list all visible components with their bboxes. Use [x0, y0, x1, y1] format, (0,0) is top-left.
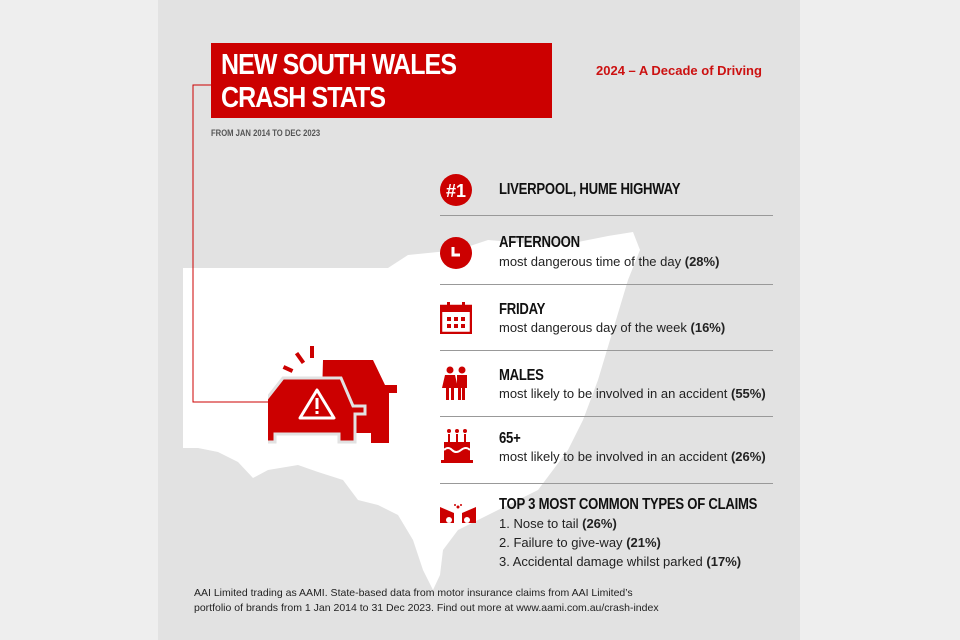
stat-desc-day: most dangerous day of the week (16%) — [499, 320, 726, 335]
page-title: NEW SOUTH WALES CRASH STATS — [211, 43, 552, 118]
footer-line-2: portfolio of brands from 1 Jan 2014 to 3… — [194, 602, 659, 614]
car-crash-warning-icon — [268, 346, 397, 444]
footer-line-1: AAI Limited trading as AAMI. State-based… — [194, 587, 633, 599]
claim-item: 2. Failure to give-way (21%) — [499, 535, 661, 550]
stat-desc-gender: most likely to be involved in an acciden… — [499, 386, 766, 401]
claim-item: 3. Accidental damage whilst parked (17%) — [499, 554, 742, 569]
divider — [440, 215, 773, 216]
divider — [440, 284, 773, 285]
claims-title: TOP 3 MOST COMMON TYPES OF CLAIMS — [499, 496, 758, 513]
stat-title-age: 65+ — [499, 430, 521, 447]
title-line-2: CRASH STATS — [221, 82, 386, 114]
svg-text:#1: #1 — [446, 181, 466, 201]
stat-desc-age: most likely to be involved in an acciden… — [499, 449, 766, 464]
date-range: FROM JAN 2014 TO DEC 2023 — [211, 128, 321, 138]
tagline: 2024 – A Decade of Driving — [596, 63, 762, 78]
stat-desc-time: most dangerous time of the day (28%) — [499, 254, 720, 269]
clock-icon — [440, 237, 472, 269]
claim-item: 1. Nose to tail (26%) — [499, 516, 617, 531]
stat-title-time: AFTERNOON — [499, 234, 580, 251]
title-line-1: NEW SOUTH WALES — [221, 49, 457, 81]
calendar-icon — [440, 302, 472, 334]
male-female-icon — [442, 366, 467, 400]
stat-title-gender: MALES — [499, 367, 544, 384]
divider — [440, 416, 773, 417]
divider — [440, 483, 773, 484]
car-collision-icon — [440, 504, 476, 523]
number-one-icon: #1 — [440, 174, 472, 206]
nsw-map-shape — [183, 232, 640, 590]
divider — [440, 350, 773, 351]
stat-title-day: FRIDAY — [499, 301, 546, 318]
stat-title-location: LIVERPOOL, HUME HIGHWAY — [499, 181, 681, 198]
birthday-cake-icon — [441, 429, 473, 463]
footer-disclaimer: AAI Limited trading as AAMI. State-based… — [194, 586, 659, 616]
